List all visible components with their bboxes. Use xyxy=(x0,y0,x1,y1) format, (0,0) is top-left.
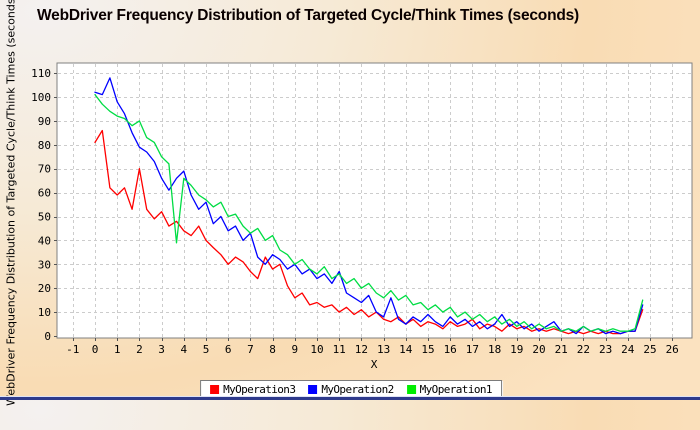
y-tick-label: 10 xyxy=(38,306,51,319)
plot-area xyxy=(56,62,693,339)
legend-item-myoperation2: MyOperation2 xyxy=(308,382,394,396)
y-tick-label: 30 xyxy=(38,258,51,271)
x-tick-label: 3 xyxy=(158,343,165,356)
x-tick-label: 21 xyxy=(555,343,568,356)
y-tick-label: 110 xyxy=(31,67,51,80)
x-tick-label: 16 xyxy=(444,343,457,356)
series-line-myoperation1 xyxy=(94,93,644,332)
y-tick-label: 20 xyxy=(38,282,51,295)
x-tick-label: 0 xyxy=(92,343,99,356)
window-bottom-edge xyxy=(0,396,700,400)
x-tick-label: 8 xyxy=(269,343,276,356)
x-tick-label: 12 xyxy=(355,343,368,356)
x-tick-label: 1 xyxy=(114,343,121,356)
x-tick-label: 18 xyxy=(488,343,501,356)
legend-swatch-green xyxy=(406,384,416,394)
x-tick-label: 10 xyxy=(310,343,323,356)
x-tick-label: 19 xyxy=(510,343,523,356)
y-tick-label: 90 xyxy=(38,115,51,128)
y-tick-label: 60 xyxy=(38,187,51,200)
legend-item-myoperation1: MyOperation1 xyxy=(406,382,493,396)
y-tick-label: 70 xyxy=(38,163,51,176)
x-tick-label: 23 xyxy=(599,343,612,356)
x-tick-label: 7 xyxy=(247,343,254,356)
series-line-myoperation3 xyxy=(94,129,644,335)
legend-label: MyOperation2 xyxy=(321,382,394,396)
x-tick-label: 2 xyxy=(136,343,143,356)
x-tick-label: 14 xyxy=(399,343,413,356)
y-tick-label: 50 xyxy=(38,211,51,224)
x-tick-label: 5 xyxy=(203,343,210,356)
legend-item-myoperation3: MyOperation3 xyxy=(210,382,296,396)
x-tick-label: 24 xyxy=(621,343,635,356)
legend-label: MyOperation3 xyxy=(223,382,296,396)
x-tick-label: 22 xyxy=(577,343,590,356)
series-line-myoperation2 xyxy=(94,77,644,335)
x-tick-label: 4 xyxy=(180,343,187,356)
legend: MyOperation3 MyOperation2 MyOperation1 xyxy=(200,380,502,398)
x-tick-label: 20 xyxy=(532,343,545,356)
x-tick-label: 11 xyxy=(333,343,346,356)
x-tick-label: 25 xyxy=(643,343,656,356)
x-tick-label: 15 xyxy=(421,343,434,356)
legend-swatch-red xyxy=(210,384,220,394)
x-tick-label: 6 xyxy=(225,343,232,356)
x-tick-label: 13 xyxy=(377,343,390,356)
x-tick-label: 9 xyxy=(291,343,298,356)
x-tick-label: 17 xyxy=(466,343,479,356)
chart-title: WebDriver Frequency Distribution of Targ… xyxy=(37,7,579,24)
y-tick-label: 40 xyxy=(38,234,51,247)
y-tick-label: 100 xyxy=(31,91,51,104)
x-tick-label: -1 xyxy=(66,343,79,356)
legend-label: MyOperation1 xyxy=(419,382,493,396)
x-tick-label: 26 xyxy=(666,343,679,356)
chart-svg: -1 0 1 2 3 4 5 6 7 8 9 10 11 12 13 14 15 16 17 18 19 20 21 22 23… xyxy=(31,62,693,356)
legend-swatch-blue xyxy=(308,384,318,394)
y-tick-label: 80 xyxy=(38,139,51,152)
y-tick-label: 0 xyxy=(44,330,51,343)
x-axis-title: X xyxy=(370,358,378,371)
